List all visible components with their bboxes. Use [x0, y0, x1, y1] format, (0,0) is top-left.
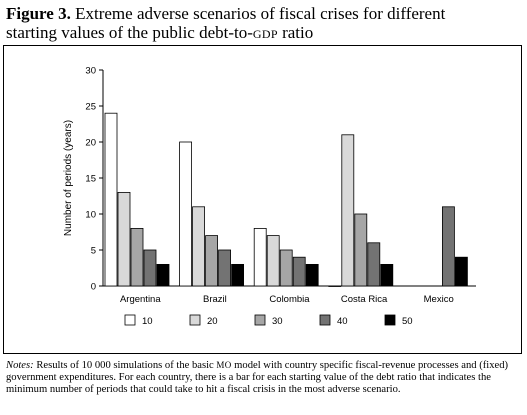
notes-text-smallcaps: MO — [216, 360, 232, 370]
legend-swatch — [384, 314, 396, 326]
legend-swatch — [319, 314, 331, 326]
bar — [179, 141, 193, 287]
legend-label: 30 — [272, 316, 283, 327]
bar — [117, 191, 131, 287]
chart-frame: 0 5 10 15 20 25 30 Number of periods (years) Arg… — [3, 45, 522, 354]
legend-swatch — [124, 314, 136, 326]
y-tick-label: 30 — [85, 66, 96, 77]
bar — [305, 263, 319, 287]
figure-title-line2-smallcaps: GDP — [252, 27, 278, 41]
bar — [341, 134, 355, 287]
legend-label: 20 — [207, 316, 218, 327]
notes-label: Notes: — [6, 360, 34, 371]
x-category-label: Argentina — [120, 294, 161, 305]
bar — [143, 249, 157, 287]
bar — [354, 213, 368, 287]
legend-label: 40 — [337, 316, 348, 327]
x-category-label: Mexico — [424, 294, 454, 305]
bar — [454, 256, 468, 287]
figure-label: Figure 3. — [6, 4, 71, 23]
bar — [328, 285, 342, 287]
bar — [218, 249, 232, 287]
y-tick-label: 10 — [85, 210, 96, 221]
bar — [441, 206, 455, 287]
bar — [266, 235, 280, 287]
bar — [253, 227, 267, 287]
notes-text-b: model with country specific fiscal-reven… — [6, 360, 509, 395]
y-tick-label: 20 — [85, 138, 96, 149]
x-category-label: Costa Rica — [341, 294, 388, 305]
bar — [104, 112, 118, 287]
bar — [279, 249, 293, 287]
bar — [367, 242, 381, 287]
y-axis-label: Number of periods (years) — [63, 120, 74, 236]
bar — [292, 256, 306, 287]
x-category-label: Brazil — [203, 294, 227, 305]
legend-label: 10 — [142, 316, 153, 327]
legend-swatch — [189, 314, 201, 326]
figure-title: Figure 3. Extreme adverse scenarios of f… — [6, 4, 521, 44]
bar-chart: 0 5 10 15 20 25 30 Number of periods (years) Arg… — [63, 66, 476, 327]
y-tick-label: 5 — [91, 246, 96, 257]
figure-title-line2-a: starting values of the public debt-to- — [6, 23, 253, 42]
figure-title-line2-b: ratio — [277, 23, 314, 42]
figure-title-line1: Extreme adverse scenarios of fiscal cris… — [75, 4, 446, 23]
bar — [231, 263, 245, 287]
notes-text-a: Results of 10 000 simulations of the bas… — [33, 360, 217, 371]
figure-notes: Notes: Results of 10 000 simulations of … — [6, 359, 522, 396]
bar — [192, 206, 206, 287]
bar — [156, 263, 170, 287]
y-tick-label: 0 — [91, 282, 96, 293]
legend-swatch — [254, 314, 266, 326]
y-tick-label: 25 — [85, 102, 96, 113]
bar — [380, 263, 394, 287]
legend-label: 50 — [402, 316, 413, 327]
bar — [130, 227, 144, 287]
bar — [205, 235, 219, 287]
y-tick-label: 15 — [85, 174, 96, 185]
x-category-label: Colombia — [269, 294, 310, 305]
